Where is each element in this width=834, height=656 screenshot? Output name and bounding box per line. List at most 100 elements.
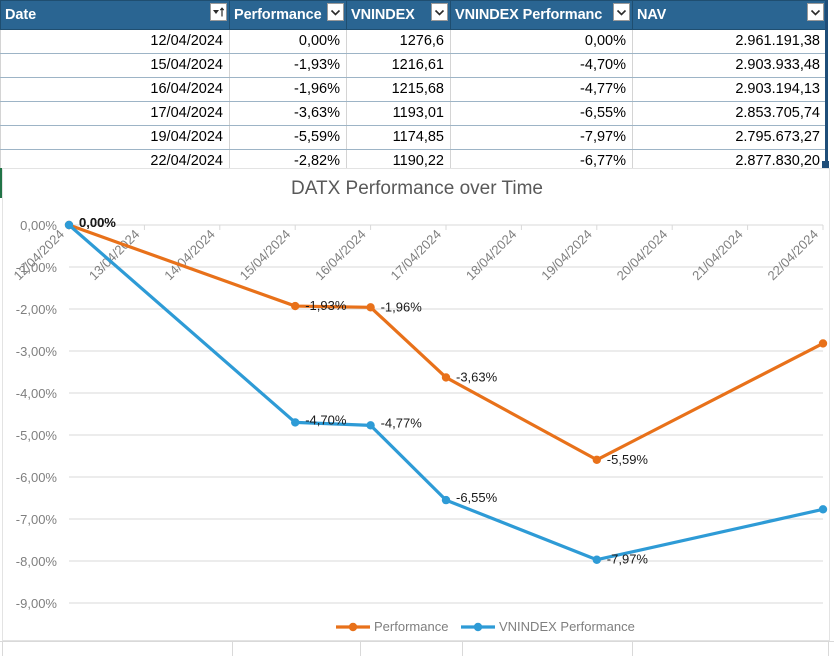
y-axis-tick-label: -6,00% xyxy=(16,470,58,485)
column-header-date[interactable]: Date xyxy=(0,0,230,30)
data-label: -4,77% xyxy=(381,415,423,430)
gridline-vertical xyxy=(462,641,463,656)
gridline-vertical xyxy=(632,641,633,656)
column-header-vnindex[interactable]: VNINDEX xyxy=(346,0,451,30)
legend-label: Performance xyxy=(374,619,448,634)
series-marker[interactable] xyxy=(441,495,451,505)
cell-date[interactable]: 19/04/2024 xyxy=(0,125,230,150)
legend-item[interactable]: Performance xyxy=(336,619,448,634)
cell-date[interactable]: 15/04/2024 xyxy=(0,53,230,78)
performance-data-table: Date Performance xyxy=(0,0,827,174)
series-marker[interactable] xyxy=(592,455,601,464)
cell-performance[interactable]: -5,59% xyxy=(229,125,347,150)
series-line-vnindex-performance[interactable] xyxy=(67,223,825,562)
cell-nav[interactable]: 2.903.194,13 xyxy=(632,77,827,102)
cell-nav[interactable]: 2.795.673,27 xyxy=(632,125,827,150)
series-marker[interactable] xyxy=(366,303,375,312)
data-label: -1,96% xyxy=(381,299,423,314)
table-row[interactable]: 16/04/2024 -1,96% 1215,68 -4,77% 2.903.194,1… xyxy=(0,77,827,102)
table-row[interactable]: 19/04/2024 -5,59% 1174,85 -7,97% 2.795.673,2… xyxy=(0,125,827,150)
series-marker[interactable] xyxy=(441,373,451,382)
x-axis-tick-label: 20/04/2024 xyxy=(614,227,671,284)
gridline-vertical xyxy=(360,641,361,656)
cell-performance[interactable]: 0,00% xyxy=(229,29,347,54)
data-label: -7,97% xyxy=(607,552,649,567)
cell-nav[interactable]: 2.903.933,48 xyxy=(632,53,827,78)
table-row[interactable]: 15/04/2024 -1,93% 1216,61 -4,70% 2.903.933,4… xyxy=(0,53,827,78)
cell-date[interactable]: 12/04/2024 xyxy=(0,29,230,54)
line-chart-plot: 0,00% -1,00% -2,00% -3,00% -4,00% -5,00% -6,00… xyxy=(10,215,828,634)
cell-vnindex[interactable]: 1193,01 xyxy=(346,101,451,126)
series-marker[interactable] xyxy=(291,418,300,427)
x-axis-tick-label: 16/04/2024 xyxy=(312,227,369,284)
table-body: 12/04/2024 0,00% 1276,6 0,00% 2.961.191,38 15… xyxy=(0,29,827,174)
legend-marker xyxy=(473,622,483,632)
cell-vnindex-performance[interactable]: -7,97% xyxy=(450,125,633,150)
y-axis-tick-label: -4,00% xyxy=(16,386,58,401)
data-label: -3,63% xyxy=(456,369,498,384)
table-row[interactable]: 12/04/2024 0,00% 1276,6 0,00% 2.961.191,38 xyxy=(0,29,827,54)
cell-nav[interactable]: 2.853.705,74 xyxy=(632,101,827,126)
cell-vnindex-performance[interactable]: -6,55% xyxy=(450,101,633,126)
column-header-label-vnindex-performance: VNINDEX Performanc xyxy=(455,6,603,23)
gridline-vertical xyxy=(828,641,829,656)
y-axis-tick-label: -9,00% xyxy=(16,596,58,611)
filter-chevron-icon-performance[interactable] xyxy=(327,3,344,21)
data-label: 0,00% xyxy=(79,215,116,230)
cell-performance[interactable]: -1,93% xyxy=(229,53,347,78)
selection-range-edge xyxy=(825,0,828,168)
cell-vnindex-performance[interactable]: -4,70% xyxy=(450,53,633,78)
legend-item[interactable]: VNINDEX Performance xyxy=(461,619,635,634)
column-header-label-date: Date xyxy=(5,6,37,23)
series-marker[interactable] xyxy=(291,301,300,311)
chart-object[interactable]: DATX Performance over Time 0,00% -1,00% -2… xyxy=(2,168,830,641)
cell-date[interactable]: 16/04/2024 xyxy=(0,77,230,102)
series-marker[interactable] xyxy=(818,339,828,348)
cell-date[interactable]: 17/04/2024 xyxy=(0,101,230,126)
column-header-vnindex-performance[interactable]: VNINDEX Performanc xyxy=(450,0,633,30)
table-row[interactable]: 17/04/2024 -3,63% 1193,01 -6,55% 2.853.705,7… xyxy=(0,101,827,126)
filter-sort-asc-icon[interactable] xyxy=(210,3,227,21)
column-header-label-performance: Performance xyxy=(234,6,322,23)
y-axis-tick-label: 0,00% xyxy=(20,218,57,233)
x-axis-tick-label: 19/04/2024 xyxy=(538,227,595,284)
series-marker[interactable] xyxy=(818,505,828,514)
gridline-vertical xyxy=(2,641,3,656)
cell-vnindex[interactable]: 1216,61 xyxy=(346,53,451,78)
cell-performance[interactable]: -1,96% xyxy=(229,77,347,102)
x-axis-tick-label: 21/04/2024 xyxy=(689,227,746,284)
filter-chevron-icon-vnindex-performance[interactable] xyxy=(613,3,630,21)
gridline-horizontal xyxy=(0,641,834,642)
filter-chevron-icon-vnindex[interactable] xyxy=(431,3,448,21)
column-header-label-nav: NAV xyxy=(637,6,667,23)
cell-vnindex[interactable]: 1276,6 xyxy=(346,29,451,54)
series-marker[interactable] xyxy=(64,220,74,230)
cell-vnindex[interactable]: 1174,85 xyxy=(346,125,451,150)
y-axis-tick-label: -3,00% xyxy=(16,344,58,359)
data-label: -1,93% xyxy=(305,298,347,313)
worksheet-gridlines-below-chart xyxy=(0,641,834,656)
selection-fill-handle[interactable] xyxy=(822,161,829,168)
cell-vnindex-performance[interactable]: 0,00% xyxy=(450,29,633,54)
data-label: -6,55% xyxy=(456,490,498,505)
filter-chevron-icon-nav[interactable] xyxy=(807,3,824,21)
y-axis-tick-label: -1,00% xyxy=(16,260,58,275)
column-header-performance[interactable]: Performance xyxy=(229,0,347,30)
column-header-label-vnindex: VNINDEX xyxy=(351,6,415,23)
x-axis-tick-label: 17/04/2024 xyxy=(387,227,444,284)
data-label: -4,70% xyxy=(305,412,347,427)
cell-vnindex-performance[interactable]: -4,77% xyxy=(450,77,633,102)
column-header-nav[interactable]: NAV xyxy=(632,0,827,30)
cell-nav[interactable]: 2.961.191,38 xyxy=(632,29,827,54)
x-axis-tick-label: 22/04/2024 xyxy=(764,227,821,284)
data-table-region: Date Performance xyxy=(0,0,834,174)
cell-performance[interactable]: -3,63% xyxy=(229,101,347,126)
cell-vnindex[interactable]: 1215,68 xyxy=(346,77,451,102)
series-marker[interactable] xyxy=(592,555,601,564)
y-axis-tick-label: -7,00% xyxy=(16,512,58,527)
x-axis-tick-label: 18/04/2024 xyxy=(463,227,520,284)
legend-marker xyxy=(348,622,358,632)
series-line-performance[interactable] xyxy=(67,223,825,462)
series-marker[interactable] xyxy=(366,421,375,430)
